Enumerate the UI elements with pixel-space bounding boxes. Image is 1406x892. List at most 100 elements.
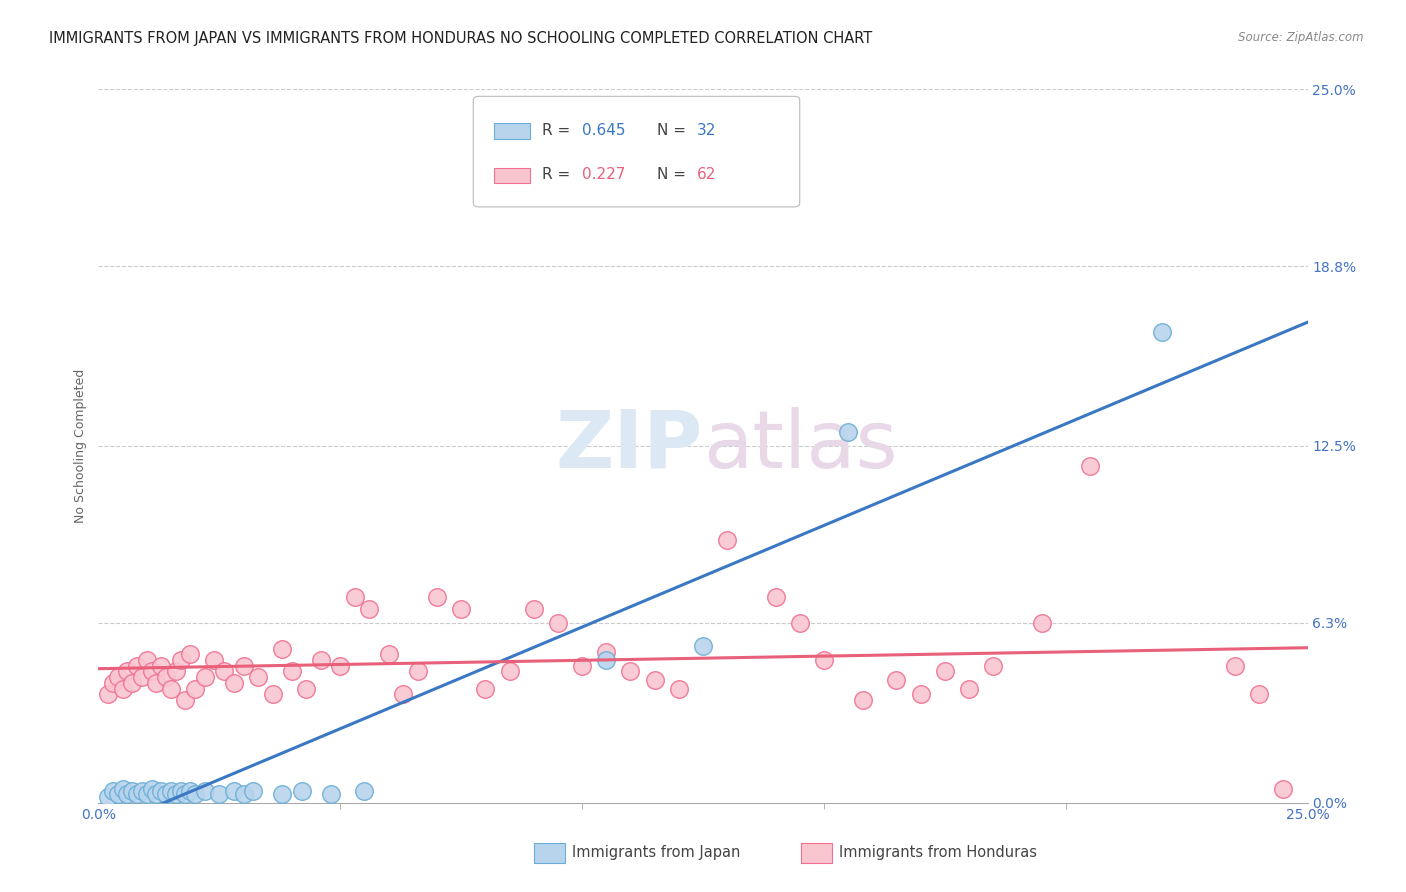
Point <box>359 601 381 615</box>
Point <box>131 670 153 684</box>
Point <box>644 673 666 687</box>
Point <box>160 681 183 696</box>
Point <box>1249 687 1271 701</box>
Point <box>194 670 217 684</box>
Point <box>232 787 254 801</box>
Point <box>127 787 149 801</box>
Point <box>692 639 714 653</box>
Text: 0.227: 0.227 <box>582 168 626 182</box>
Point <box>150 784 173 798</box>
Point <box>910 687 932 701</box>
Point <box>135 653 157 667</box>
Point <box>247 670 270 684</box>
Text: 32: 32 <box>697 123 716 138</box>
Point <box>212 665 235 679</box>
Point <box>97 687 120 701</box>
Point <box>981 658 1004 673</box>
Point <box>184 787 207 801</box>
Point <box>309 653 332 667</box>
Text: Immigrants from Japan: Immigrants from Japan <box>572 846 741 860</box>
Point <box>184 681 207 696</box>
Point <box>498 665 520 679</box>
Point <box>169 784 191 798</box>
Point <box>155 787 177 801</box>
Point <box>377 648 399 662</box>
Point <box>1031 615 1053 630</box>
Text: ZIP: ZIP <box>555 407 703 485</box>
Point <box>271 787 294 801</box>
Text: N =: N = <box>657 168 690 182</box>
Point <box>957 681 980 696</box>
Point <box>450 601 472 615</box>
Point <box>886 673 908 687</box>
Point <box>547 615 569 630</box>
Point <box>165 787 187 801</box>
Point <box>426 591 449 605</box>
Point <box>474 681 496 696</box>
Point <box>111 681 134 696</box>
Point <box>121 676 143 690</box>
Point <box>595 644 617 658</box>
Point <box>155 670 177 684</box>
Point <box>281 665 304 679</box>
Point <box>107 670 129 684</box>
Point <box>1152 325 1174 339</box>
Point <box>619 665 641 679</box>
Point <box>169 653 191 667</box>
Text: R =: R = <box>543 168 575 182</box>
Point <box>208 787 231 801</box>
Point <box>145 676 167 690</box>
Point <box>1223 658 1246 673</box>
Point <box>392 687 415 701</box>
Point <box>101 784 124 798</box>
Point <box>290 784 312 798</box>
FancyBboxPatch shape <box>494 168 530 184</box>
Point <box>789 615 811 630</box>
Text: Immigrants from Honduras: Immigrants from Honduras <box>839 846 1038 860</box>
Point <box>852 693 875 707</box>
Point <box>101 676 124 690</box>
Point <box>194 784 217 798</box>
Text: 0.645: 0.645 <box>582 123 626 138</box>
Point <box>107 787 129 801</box>
Point <box>242 784 264 798</box>
Point <box>97 790 120 805</box>
Point <box>141 781 163 796</box>
Text: atlas: atlas <box>703 407 897 485</box>
Point <box>222 784 245 798</box>
Point <box>716 533 738 548</box>
Point <box>1272 781 1295 796</box>
Y-axis label: No Schooling Completed: No Schooling Completed <box>75 369 87 523</box>
Point <box>179 648 201 662</box>
Point <box>150 658 173 673</box>
Point <box>295 681 318 696</box>
Point <box>121 784 143 798</box>
Point <box>174 787 197 801</box>
Point <box>232 658 254 673</box>
Point <box>571 658 593 673</box>
Point <box>117 665 139 679</box>
Point <box>319 787 342 801</box>
FancyBboxPatch shape <box>494 123 530 139</box>
Point <box>262 687 284 701</box>
Text: IMMIGRANTS FROM JAPAN VS IMMIGRANTS FROM HONDURAS NO SCHOOLING COMPLETED CORRELA: IMMIGRANTS FROM JAPAN VS IMMIGRANTS FROM… <box>49 31 873 46</box>
Text: N =: N = <box>657 123 690 138</box>
Point <box>837 425 859 439</box>
Text: R =: R = <box>543 123 575 138</box>
Text: 62: 62 <box>697 168 716 182</box>
Point <box>934 665 956 679</box>
Point <box>145 787 167 801</box>
Point <box>813 653 835 667</box>
Point <box>523 601 546 615</box>
Point <box>135 787 157 801</box>
Point <box>117 787 139 801</box>
Point <box>165 665 187 679</box>
Point <box>111 781 134 796</box>
Point <box>1078 458 1101 473</box>
Point <box>160 784 183 798</box>
Point <box>329 658 352 673</box>
Point <box>174 693 197 707</box>
Point <box>127 658 149 673</box>
Point <box>222 676 245 690</box>
Point <box>353 784 375 798</box>
